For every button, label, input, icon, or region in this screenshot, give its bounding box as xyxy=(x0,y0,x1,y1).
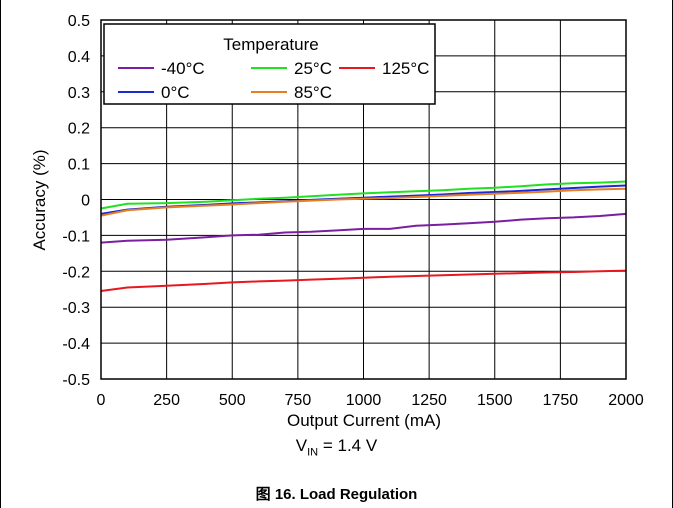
condition-symbol: V xyxy=(295,436,308,455)
plot-area-border xyxy=(100,19,627,380)
series-line xyxy=(100,187,627,217)
x-axis-label: Output Current (mA) xyxy=(287,411,441,430)
load-regulation-chart: Temperature -40°C 25°C 125°C 0°C 85°C 0 250 500… xyxy=(30,13,644,430)
x-tick-label: 1000 xyxy=(346,392,382,409)
x-tick-label: 1250 xyxy=(411,392,447,409)
y-tick-label: 0 xyxy=(81,193,90,210)
y-tick-label: -0.1 xyxy=(62,228,90,245)
series-line xyxy=(100,269,627,292)
page-frame-left xyxy=(0,0,1,508)
plot-frame xyxy=(100,19,627,380)
condition-value: = 1.4 V xyxy=(318,436,378,455)
y-tick-label: 0.3 xyxy=(68,85,90,102)
legend-label: 125°C xyxy=(382,59,429,78)
series-line xyxy=(100,180,627,210)
x-tick-label: 0 xyxy=(97,392,106,409)
y-tick-label: 0.1 xyxy=(68,157,90,174)
y-tick-label: -0.4 xyxy=(62,336,90,353)
x-tick-label: 750 xyxy=(285,392,312,409)
series-lines xyxy=(100,180,627,292)
figure-caption: 图 16. Load Regulation xyxy=(255,486,418,503)
y-tick-label: 0.4 xyxy=(68,49,90,66)
legend-label: 0°C xyxy=(161,83,190,102)
x-tick-label: 500 xyxy=(219,392,246,409)
y-tick-label: -0.3 xyxy=(62,300,90,317)
y-tick-label: -0.5 xyxy=(62,372,90,389)
y-tick-label: 0.2 xyxy=(68,121,90,138)
x-tick-label: 1750 xyxy=(543,392,579,409)
legend-label: 25°C xyxy=(294,59,332,78)
x-tick-label: 2000 xyxy=(608,392,644,409)
legend-title: Temperature xyxy=(223,35,318,54)
legend-box xyxy=(103,23,436,105)
legend: Temperature -40°C 25°C 125°C 0°C 85°C xyxy=(103,23,436,105)
legend-label: 85°C xyxy=(294,83,332,102)
series-line xyxy=(100,212,627,244)
x-tick-label: 250 xyxy=(153,392,180,409)
y-tick-label: -0.2 xyxy=(62,264,90,281)
x-tick-label: 1500 xyxy=(477,392,513,409)
grid xyxy=(101,20,626,379)
y-tick-label: 0.5 xyxy=(68,13,90,30)
tick-labels: 0 250 500 750 1000 1250 1500 1750 2000 0.5 0.4 0.3 0… xyxy=(62,13,643,409)
legend-label: -40°C xyxy=(161,59,205,78)
y-axis-label: Accuracy (%) xyxy=(30,149,49,250)
condition-subscript: IN xyxy=(307,446,319,459)
input-voltage-condition: VIN = 1.4 V xyxy=(0,436,673,458)
